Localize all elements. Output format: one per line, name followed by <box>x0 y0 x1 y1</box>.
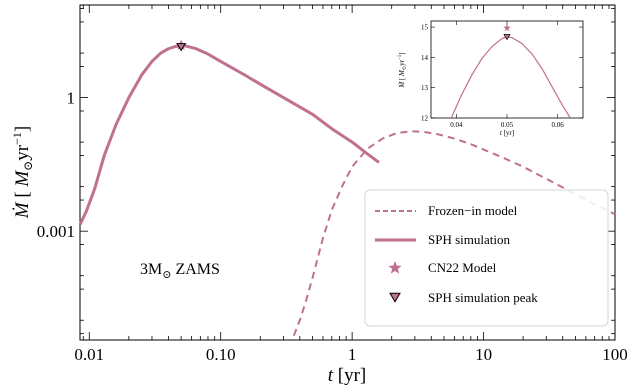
x-tick-label: 0.01 <box>74 345 104 364</box>
legend-swatch-peak-triangle <box>389 292 401 303</box>
legend-label-cn22: CN22 Model <box>428 260 497 275</box>
main-markers-layer <box>175 39 187 52</box>
x-axis-title: t [yr] <box>328 365 367 386</box>
x-tick-label: 1 <box>348 345 357 364</box>
model-annotation: 3M⊙ ZAMS <box>140 261 220 281</box>
legend: Frozen−in model SPH simulation CN22 Mode… <box>364 189 609 327</box>
inset-axis-ticks: 0.04 0.05 0.06 12 13 14 15 <box>421 21 583 129</box>
inset-y-tick-label: 15 <box>421 24 429 32</box>
inset-panel: 0.04 0.05 0.06 12 13 14 15 t [yr] Ṁ [ M⊙yr−1] <box>390 16 588 137</box>
inset-y-axis-title: Ṁ [ M⊙yr−1] <box>398 52 408 88</box>
inset-marker-cn22-star <box>503 23 511 32</box>
inset-background <box>390 16 588 124</box>
inset-x-tick-label: 0.06 <box>552 121 565 129</box>
inset-y-tick-label: 13 <box>421 84 429 92</box>
inset-series-line <box>450 36 571 119</box>
x-tick-label: 100 <box>602 345 628 364</box>
main-plot-frame <box>79 4 616 341</box>
y-tick-label: 0.001 <box>37 222 75 241</box>
main-axis-ticks: 0.01 0.10 1 10 100 0.001 1 <box>37 5 628 364</box>
legend-label-sph: SPH simulation <box>428 232 510 247</box>
marker-sph-peak-triangle <box>176 43 187 52</box>
series-line-sph <box>78 44 380 226</box>
y-axis-title: Ṁ [ M⊙yr−1] <box>10 126 35 219</box>
legend-swatch-cn22-star <box>388 261 402 274</box>
inset-x-tick-label: 0.04 <box>450 121 463 129</box>
inset-x-tick-label: 0.05 <box>501 121 514 129</box>
y-tick-label: 1 <box>67 89 76 108</box>
inset-series-layer <box>450 23 571 119</box>
x-tick-label: 0.10 <box>206 345 236 364</box>
inset-y-tick-label: 12 <box>421 115 429 123</box>
series-line-frozen-in <box>292 130 616 337</box>
x-tick-label: 10 <box>475 345 492 364</box>
inset-x-axis-title: t [yr] <box>500 129 514 137</box>
inset-marker-sph-peak-triangle <box>503 34 511 41</box>
legend-label-frozen-in: Frozen−in model <box>428 203 518 218</box>
legend-box <box>364 189 609 327</box>
inset-y-tick-label: 14 <box>421 54 429 62</box>
legend-label-sph-peak: SPH simulation peak <box>428 290 538 305</box>
